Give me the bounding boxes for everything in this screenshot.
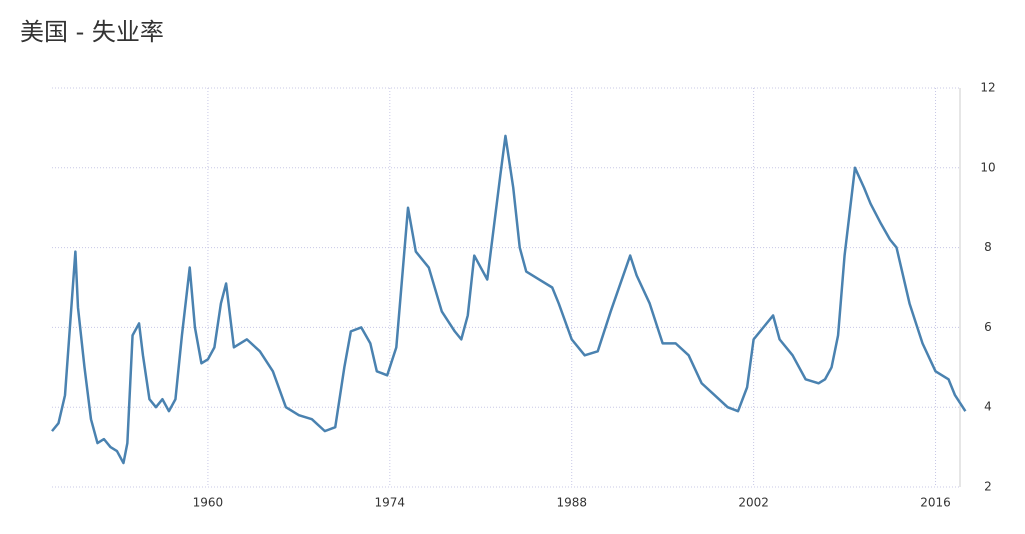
line-series [51, 134, 967, 465]
x-tick-label: 1960 [193, 496, 224, 510]
x-tick-label: 2016 [920, 496, 951, 510]
y-tick-label: 4 [984, 400, 992, 414]
chart-title: 美国 - 失业率 [20, 18, 164, 46]
y-tick-label: 12 [980, 81, 995, 95]
x-tick-label: 2002 [738, 496, 769, 510]
x-tick-label: 1988 [556, 496, 587, 510]
y-tick-label: 10 [980, 160, 995, 174]
x-tick-label: 1974 [375, 496, 406, 510]
y-tick-label: 2 [984, 480, 992, 494]
y-tick-label: 6 [984, 320, 992, 334]
y-tick-label: 8 [984, 240, 992, 254]
